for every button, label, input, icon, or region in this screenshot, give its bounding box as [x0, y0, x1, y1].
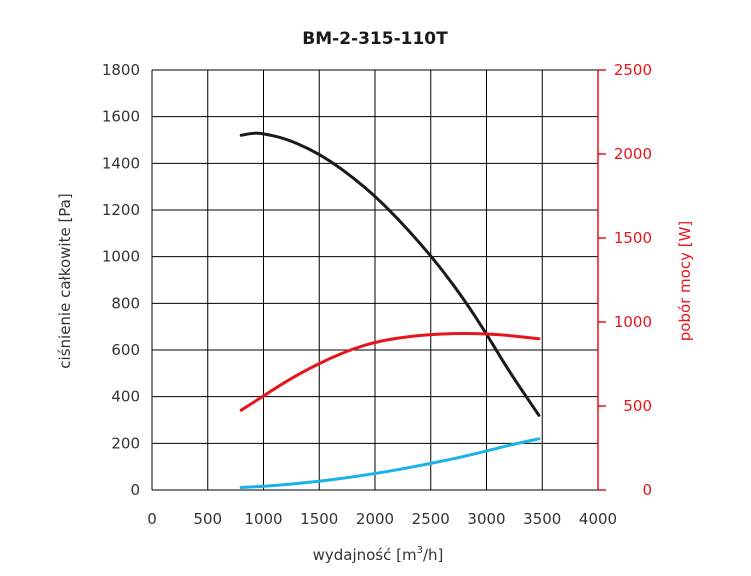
x-tick-label: 1500: [300, 510, 338, 528]
x-tick-label: 4000: [579, 510, 617, 528]
y-tick-label: 600: [111, 341, 140, 359]
y-tick-label: 1200: [102, 201, 140, 219]
x-tick-label: 500: [193, 510, 222, 528]
x-tick-label: 1000: [244, 510, 282, 528]
y-tick-label: 1800: [102, 61, 140, 79]
y2-axis-label: pobór mocy [W]: [676, 221, 694, 342]
series-group: [239, 131, 541, 489]
x-tick-label: 0: [147, 510, 157, 528]
x-axis-label: wydajność [m3/h]: [313, 545, 444, 564]
chart-title: BM-2-315-110T: [302, 29, 448, 49]
x-tick-label: 2500: [412, 510, 450, 528]
y-tick-label: 1000: [102, 248, 140, 266]
y2-tick-label: 500: [623, 397, 652, 415]
y-tick-label: 800: [111, 294, 140, 312]
x-tick-label: 2000: [356, 510, 394, 528]
y-axis-label: ciśnienie całkowite [Pa]: [56, 193, 74, 368]
y2-tick-label: 1500: [614, 229, 652, 247]
series-line-0: [239, 131, 541, 417]
y2-tick-label: 2500: [614, 61, 652, 79]
y-tick-label: 1400: [102, 154, 140, 172]
y2-tick-label: 2000: [614, 145, 652, 163]
y2-tick-label: 0: [642, 481, 652, 499]
y-tick-label: 400: [111, 388, 140, 406]
ticks-group: 0 500 1000 1500 2000 2500 3000 3500 4000 0 200 400 6…: [102, 61, 652, 528]
y-tick-label: 0: [130, 481, 140, 499]
series-line-2: [239, 437, 541, 489]
y-tick-label: 1600: [102, 108, 140, 126]
grid: [151, 69, 599, 491]
x-tick-label: 3500: [523, 510, 561, 528]
series-line-1: [239, 332, 541, 412]
y2-tick-label: 1000: [614, 313, 652, 331]
x-tick-label: 3000: [467, 510, 505, 528]
y-tick-label: 200: [111, 434, 140, 452]
